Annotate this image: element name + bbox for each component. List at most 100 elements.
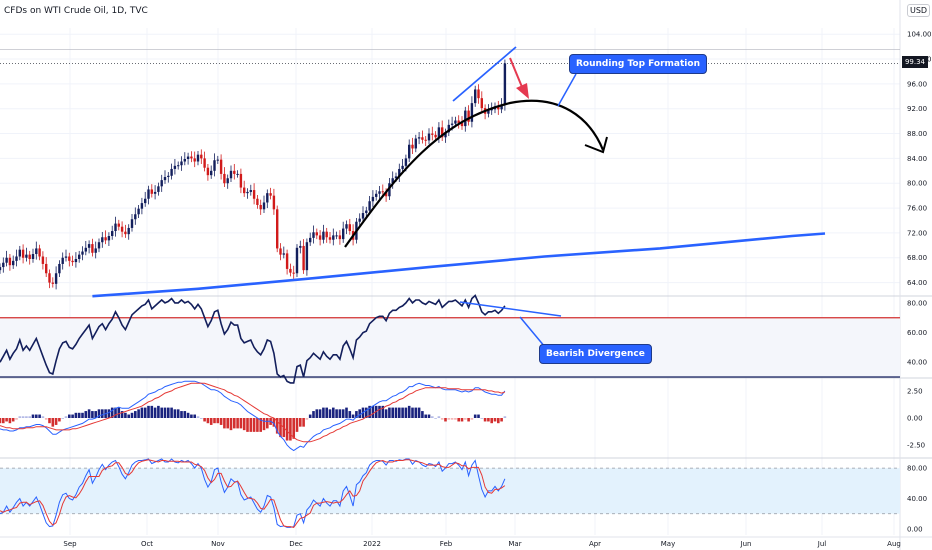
rsi-axis-tick: 60.00 — [907, 329, 927, 337]
candle-body — [342, 228, 345, 240]
candle-body — [147, 189, 150, 199]
macd-histogram-bar — [186, 412, 190, 418]
time-axis-label: Sep — [63, 540, 77, 548]
candle-body — [388, 183, 391, 197]
candle-body — [203, 158, 206, 168]
candle-body — [160, 180, 163, 187]
stochastic-k-line — [0, 458, 506, 528]
macd-histogram-bar — [259, 418, 262, 432]
candle-body — [84, 247, 87, 252]
candle-body — [28, 254, 31, 259]
macd-signal-line — [0, 382, 506, 443]
macd-histogram-bar — [58, 418, 61, 422]
candle-body — [229, 170, 233, 179]
callout-pointer — [557, 73, 577, 107]
candle-body — [450, 123, 454, 125]
macd-histogram-bar — [213, 418, 216, 424]
candle-body — [256, 198, 259, 205]
candle-body — [223, 173, 226, 184]
macd-histogram-bar — [440, 418, 444, 420]
macd-histogram-bar — [490, 418, 493, 424]
candle-body — [186, 156, 190, 160]
candle-body — [500, 104, 503, 110]
candle-body — [302, 245, 305, 271]
macd-histogram-bar — [183, 411, 187, 418]
candle-body — [117, 223, 120, 227]
rounding-top-callout[interactable]: Rounding Top Formation — [569, 54, 707, 74]
candle-body — [345, 224, 348, 229]
candle-body — [144, 198, 147, 204]
stochastic-band — [0, 468, 900, 514]
macd-histogram-bar — [236, 418, 239, 429]
candle-body — [130, 219, 134, 228]
macd-histogram-bar — [200, 418, 203, 419]
moving-average-line — [92, 232, 826, 298]
macd-histogram-bar — [325, 407, 328, 418]
macd-histogram-bar — [295, 418, 299, 432]
candle-body — [464, 110, 467, 127]
candle-body — [61, 257, 64, 264]
candle-body — [299, 245, 302, 248]
macd-histogram-bar — [84, 411, 88, 418]
rounding-top-curve — [344, 99, 605, 248]
candle-body — [312, 232, 315, 238]
macd-histogram-bar — [107, 409, 111, 418]
candle-body — [150, 189, 153, 194]
macd-histogram-bar — [35, 414, 38, 418]
currency-badge[interactable]: USD — [907, 4, 931, 17]
candle-body — [470, 103, 474, 122]
macd-axis-tick: 0.00 — [907, 415, 923, 423]
macd-histogram-bar — [180, 411, 183, 418]
candle-body — [54, 273, 58, 284]
macd-histogram-bar — [38, 414, 41, 418]
candle-body — [272, 195, 276, 210]
macd-histogram-bar — [193, 414, 196, 418]
candle-body — [378, 191, 381, 194]
macd-histogram-bar — [147, 405, 150, 418]
macd-histogram-bar — [285, 418, 289, 441]
macd-histogram-bar — [414, 407, 418, 418]
candle-body — [2, 262, 5, 268]
candle-body — [157, 186, 160, 192]
macd-histogram-bar — [48, 418, 51, 424]
macd-histogram-bar — [110, 407, 114, 418]
macd-histogram-bar — [381, 405, 385, 418]
price-axis-tick: 84.00 — [907, 155, 927, 163]
macd-histogram-bar — [101, 409, 104, 418]
time-axis-label: Jun — [740, 540, 752, 548]
macd-histogram-bar — [68, 414, 71, 418]
bearish-divergence-callout[interactable]: Bearish Divergence — [539, 344, 652, 364]
candle-body — [408, 144, 411, 159]
macd-histogram-bar — [25, 416, 28, 418]
macd-line — [0, 380, 506, 452]
divergence-line — [459, 301, 562, 317]
candle-body — [444, 132, 447, 138]
candle-body — [12, 260, 15, 266]
candle-body — [78, 254, 81, 259]
macd-histogram-bar — [223, 418, 226, 429]
down-arrow-shaft — [509, 57, 523, 88]
macd-histogram-bar — [170, 407, 173, 418]
macd-histogram-bar — [71, 414, 74, 418]
candle-body — [101, 237, 104, 243]
candle-body — [305, 242, 309, 271]
macd-histogram-bar — [500, 418, 503, 422]
macd-histogram-bar — [61, 418, 64, 419]
macd-histogram-bar — [143, 407, 147, 418]
macd-histogram-bar — [275, 418, 279, 434]
macd-histogram-bar — [302, 418, 305, 427]
candle-body — [48, 273, 51, 283]
macd-histogram-bar — [266, 418, 269, 429]
candle-body — [365, 210, 368, 214]
candle-body — [38, 248, 41, 257]
macd-histogram-bar — [322, 407, 325, 418]
candle-body — [480, 98, 483, 109]
candle-body — [97, 242, 101, 249]
macd-histogram-bar — [460, 418, 464, 422]
candle-body — [114, 223, 117, 232]
macd-histogram-bar — [150, 405, 154, 418]
candle-body — [5, 257, 8, 263]
macd-histogram-bar — [427, 414, 431, 418]
candle-body — [233, 170, 236, 174]
